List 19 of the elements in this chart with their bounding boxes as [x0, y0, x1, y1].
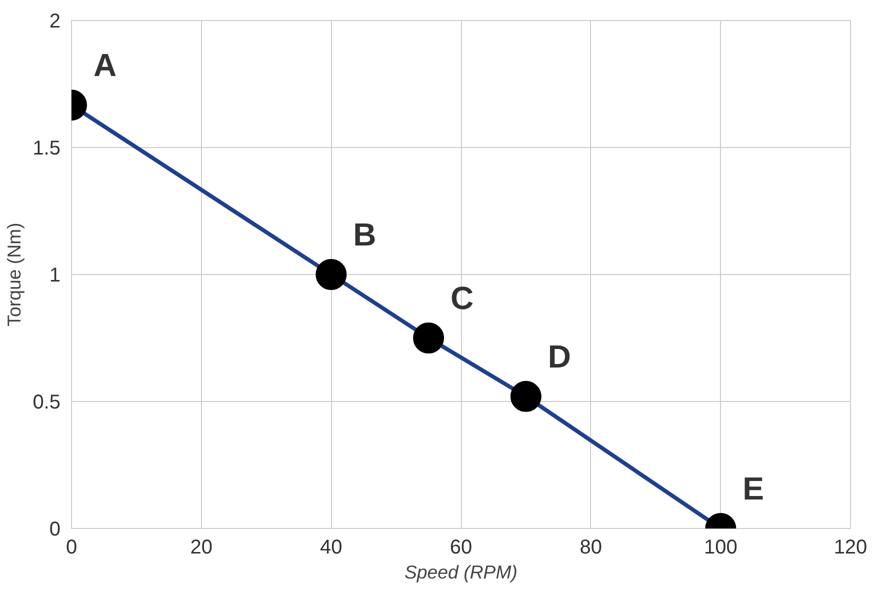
x-tick-label: 40: [320, 536, 342, 558]
annotation: A: [94, 47, 117, 84]
annotation: B: [353, 216, 376, 252]
annotation: D: [548, 338, 572, 374]
annotation: E: [742, 470, 764, 506]
x-tick-label: 60: [450, 536, 472, 558]
x-tick-label: 100: [704, 536, 738, 558]
x-tick-label: 80: [580, 536, 602, 558]
y-tick-label: 0: [49, 518, 60, 540]
y-tick-label: 0.5: [32, 392, 61, 414]
annotation: C: [450, 280, 474, 316]
y-axis-title: Torque (Nm): [4, 222, 25, 326]
y-tick-label: 2: [49, 10, 60, 32]
x-tick-label: 0: [66, 536, 78, 558]
x-tick-label: 120: [834, 536, 868, 558]
y-tick-label: 1: [49, 264, 60, 286]
x-axis-title: Speed (RPM): [404, 562, 518, 582]
x-tick-label: 20: [190, 536, 212, 558]
y-tick-label: 1.5: [32, 138, 61, 160]
